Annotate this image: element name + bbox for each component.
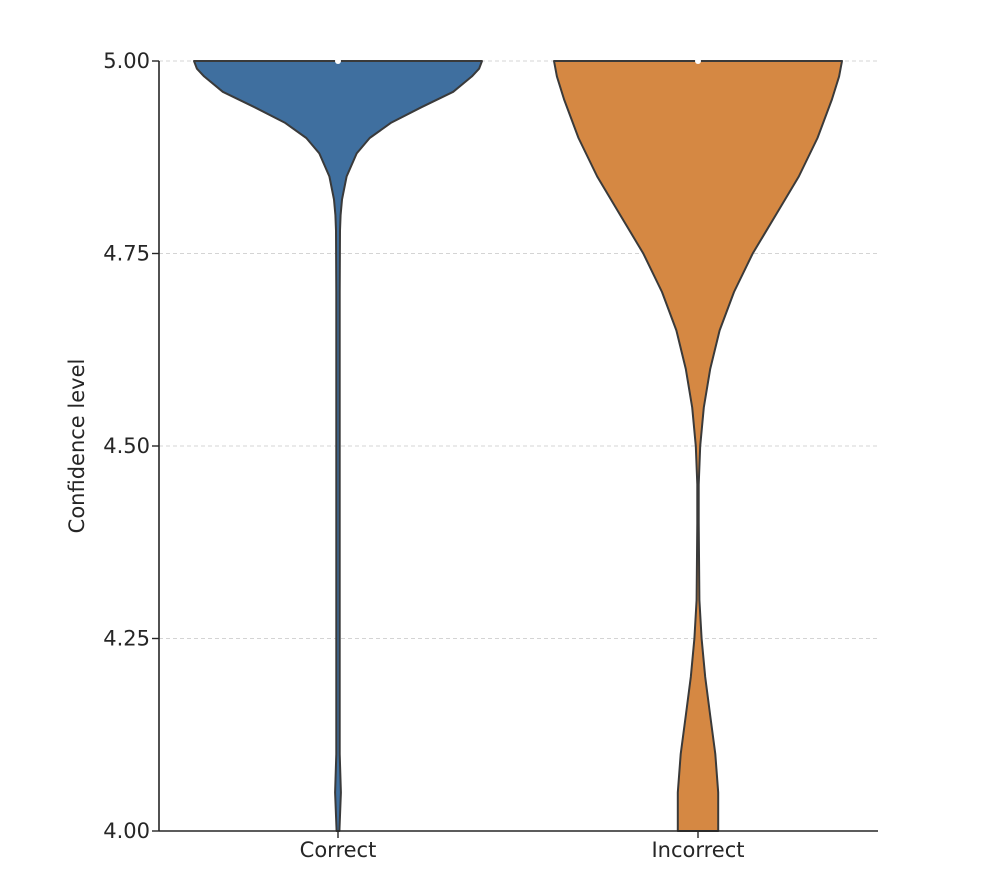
x-tick-label: Correct [300, 838, 377, 862]
violin-correct [193, 60, 483, 832]
y-tick-label: 5.00 [103, 49, 150, 73]
x-tick-label: Incorrect [651, 838, 744, 862]
y-tick-label: 4.50 [103, 434, 150, 458]
y-axis-title: Confidence level [65, 359, 89, 534]
violin-incorrect [553, 60, 843, 832]
median-marker [695, 58, 701, 64]
ticks: 4.00 4.25 4.50 4.75 5.00 Correct Incorrect [103, 49, 744, 862]
median-marker [335, 58, 341, 64]
y-tick-label: 4.25 [103, 627, 150, 651]
violins [193, 58, 843, 832]
y-tick-label: 4.75 [103, 242, 150, 266]
y-tick-label: 4.00 [103, 819, 150, 843]
